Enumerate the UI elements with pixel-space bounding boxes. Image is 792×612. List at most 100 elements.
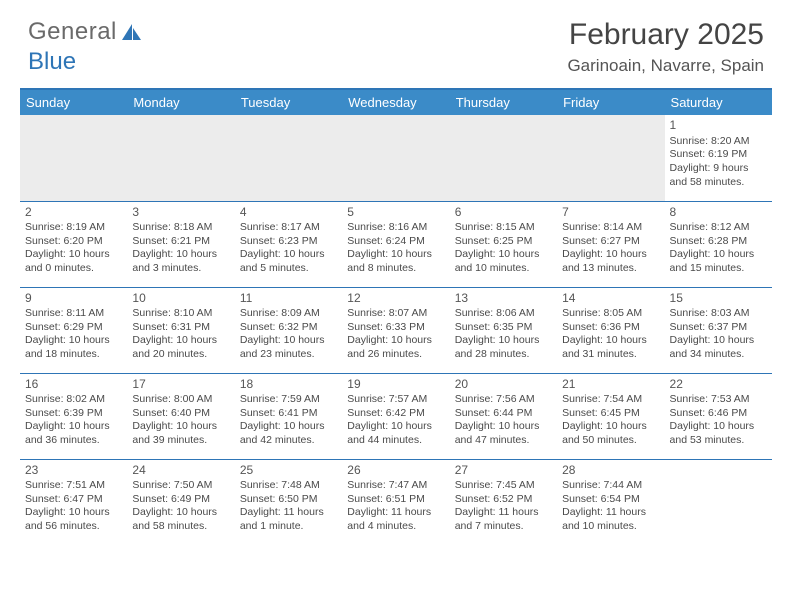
sunset-text: Sunset: 6:39 PM [25,407,122,421]
calendar-cell: 25Sunrise: 7:48 AMSunset: 6:50 PMDayligh… [235,459,342,545]
calendar-cell: 18Sunrise: 7:59 AMSunset: 6:41 PMDayligh… [235,373,342,459]
sunset-text: Sunset: 6:42 PM [347,407,444,421]
daylight-text: Daylight: 10 hours and 36 minutes. [25,420,122,447]
day-number: 16 [25,377,122,393]
logo-text-blue: Blue [28,48,76,76]
daylight-text: Daylight: 10 hours and 56 minutes. [25,506,122,533]
calendar-cell: 15Sunrise: 8:03 AMSunset: 6:37 PMDayligh… [665,287,772,373]
calendar-cell: 16Sunrise: 8:02 AMSunset: 6:39 PMDayligh… [20,373,127,459]
calendar-cell: 26Sunrise: 7:47 AMSunset: 6:51 PMDayligh… [342,459,449,545]
sunset-text: Sunset: 6:31 PM [132,321,229,335]
logo-text-gray: General [28,18,117,46]
sunrise-text: Sunrise: 7:45 AM [455,479,552,493]
daylight-text: Daylight: 10 hours and 18 minutes. [25,334,122,361]
calendar-cell: 27Sunrise: 7:45 AMSunset: 6:52 PMDayligh… [450,459,557,545]
sunrise-text: Sunrise: 7:59 AM [240,393,337,407]
sunset-text: Sunset: 6:25 PM [455,235,552,249]
daylight-text: Daylight: 10 hours and 23 minutes. [240,334,337,361]
sunrise-text: Sunrise: 8:06 AM [455,307,552,321]
sunset-text: Sunset: 6:37 PM [670,321,767,335]
day-number: 19 [347,377,444,393]
daylight-text: Daylight: 9 hours and 58 minutes. [670,162,767,189]
calendar-cell: 4Sunrise: 8:17 AMSunset: 6:23 PMDaylight… [235,201,342,287]
calendar-cell: 21Sunrise: 7:54 AMSunset: 6:45 PMDayligh… [557,373,664,459]
location: Garinoain, Navarre, Spain [567,56,764,76]
sunset-text: Sunset: 6:21 PM [132,235,229,249]
calendar-cell [20,115,127,201]
calendar-cell [342,115,449,201]
day-number: 24 [132,463,229,479]
sunrise-text: Sunrise: 7:51 AM [25,479,122,493]
sunset-text: Sunset: 6:40 PM [132,407,229,421]
day-number: 1 [670,118,767,134]
calendar-cell: 20Sunrise: 7:56 AMSunset: 6:44 PMDayligh… [450,373,557,459]
day-number: 18 [240,377,337,393]
daylight-text: Daylight: 10 hours and 13 minutes. [562,248,659,275]
daylight-text: Daylight: 10 hours and 20 minutes. [132,334,229,361]
calendar-cell: 14Sunrise: 8:05 AMSunset: 6:36 PMDayligh… [557,287,664,373]
daylight-text: Daylight: 10 hours and 26 minutes. [347,334,444,361]
logo-sail-icon [120,22,142,42]
calendar-cell [450,115,557,201]
weekday-header: Saturday [665,90,772,115]
sunset-text: Sunset: 6:33 PM [347,321,444,335]
daylight-text: Daylight: 10 hours and 31 minutes. [562,334,659,361]
day-number: 10 [132,291,229,307]
daylight-text: Daylight: 11 hours and 7 minutes. [455,506,552,533]
calendar-cell: 7Sunrise: 8:14 AMSunset: 6:27 PMDaylight… [557,201,664,287]
weekday-header: Wednesday [342,90,449,115]
sunset-text: Sunset: 6:28 PM [670,235,767,249]
calendar-head: SundayMondayTuesdayWednesdayThursdayFrid… [20,90,772,115]
sunset-text: Sunset: 6:54 PM [562,493,659,507]
sunset-text: Sunset: 6:19 PM [670,148,767,162]
daylight-text: Daylight: 11 hours and 10 minutes. [562,506,659,533]
daylight-text: Daylight: 10 hours and 39 minutes. [132,420,229,447]
sunrise-text: Sunrise: 7:54 AM [562,393,659,407]
sunrise-text: Sunrise: 8:15 AM [455,221,552,235]
daylight-text: Daylight: 10 hours and 50 minutes. [562,420,659,447]
sunrise-text: Sunrise: 8:07 AM [347,307,444,321]
weekday-header: Friday [557,90,664,115]
calendar-cell: 11Sunrise: 8:09 AMSunset: 6:32 PMDayligh… [235,287,342,373]
day-number: 4 [240,205,337,221]
sunset-text: Sunset: 6:29 PM [25,321,122,335]
title-block: February 2025 Garinoain, Navarre, Spain [567,18,764,76]
sunset-text: Sunset: 6:44 PM [455,407,552,421]
calendar-cell: 22Sunrise: 7:53 AMSunset: 6:46 PMDayligh… [665,373,772,459]
sunrise-text: Sunrise: 8:12 AM [670,221,767,235]
sunset-text: Sunset: 6:24 PM [347,235,444,249]
sunrise-text: Sunrise: 8:17 AM [240,221,337,235]
day-number: 15 [670,291,767,307]
sunrise-text: Sunrise: 8:20 AM [670,135,767,149]
sunrise-text: Sunrise: 7:48 AM [240,479,337,493]
sunset-text: Sunset: 6:46 PM [670,407,767,421]
sunrise-text: Sunrise: 8:14 AM [562,221,659,235]
calendar-cell: 8Sunrise: 8:12 AMSunset: 6:28 PMDaylight… [665,201,772,287]
daylight-text: Daylight: 10 hours and 53 minutes. [670,420,767,447]
sunset-text: Sunset: 6:41 PM [240,407,337,421]
sunset-text: Sunset: 6:36 PM [562,321,659,335]
sunset-text: Sunset: 6:35 PM [455,321,552,335]
day-number: 5 [347,205,444,221]
calendar-cell: 19Sunrise: 7:57 AMSunset: 6:42 PMDayligh… [342,373,449,459]
logo: General [28,18,142,46]
sunrise-text: Sunrise: 8:00 AM [132,393,229,407]
day-number: 21 [562,377,659,393]
daylight-text: Daylight: 10 hours and 28 minutes. [455,334,552,361]
sunrise-text: Sunrise: 7:47 AM [347,479,444,493]
calendar-cell: 2Sunrise: 8:19 AMSunset: 6:20 PMDaylight… [20,201,127,287]
day-number: 7 [562,205,659,221]
day-number: 9 [25,291,122,307]
sunset-text: Sunset: 6:51 PM [347,493,444,507]
day-number: 25 [240,463,337,479]
day-number: 17 [132,377,229,393]
calendar-cell: 23Sunrise: 7:51 AMSunset: 6:47 PMDayligh… [20,459,127,545]
day-number: 12 [347,291,444,307]
calendar-cell: 12Sunrise: 8:07 AMSunset: 6:33 PMDayligh… [342,287,449,373]
calendar-cell: 5Sunrise: 8:16 AMSunset: 6:24 PMDaylight… [342,201,449,287]
sunrise-text: Sunrise: 8:11 AM [25,307,122,321]
sunset-text: Sunset: 6:32 PM [240,321,337,335]
calendar-cell [665,459,772,545]
sunrise-text: Sunrise: 8:03 AM [670,307,767,321]
daylight-text: Daylight: 10 hours and 58 minutes. [132,506,229,533]
